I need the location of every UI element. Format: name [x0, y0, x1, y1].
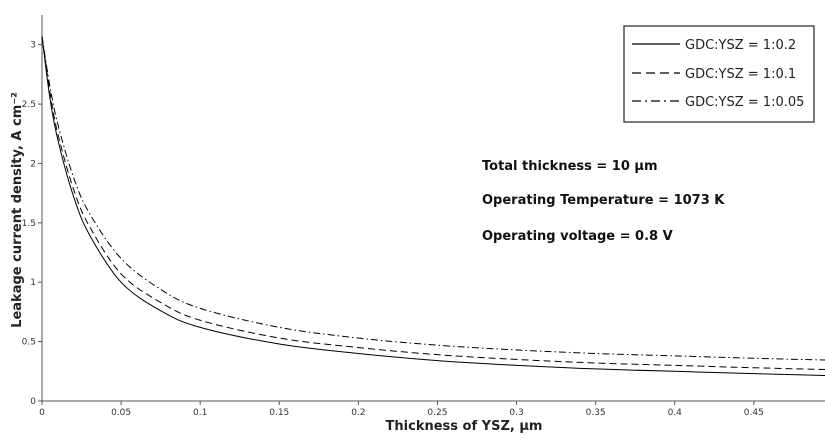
x-tick-label: 0 [39, 408, 45, 418]
x-tick-label: 0.2 [351, 408, 365, 418]
y-tick-label: 1.5 [22, 219, 36, 229]
annotation-operating-voltage: Operating voltage = 0.8 V [482, 229, 673, 244]
y-tick-label: 2 [30, 159, 36, 169]
y-tick-label: 2.5 [22, 100, 36, 110]
y-tick-label: 0 [30, 397, 36, 407]
legend-label-1: GDC:YSZ = 1:0.2 [685, 38, 796, 53]
axes [41, 15, 825, 402]
x-tick-label: 0.45 [744, 408, 764, 418]
x-tick-label: 0.35 [586, 408, 606, 418]
x-tick-label: 0.1 [193, 408, 207, 418]
annotations: Total thickness = 10 μm Operating Temper… [482, 159, 725, 244]
series-line-2 [41, 36, 825, 371]
x-tick-label: 0.05 [111, 408, 131, 418]
x-axis-label: Thickness of YSZ, μm [386, 419, 543, 434]
annotation-total-thickness: Total thickness = 10 μm [482, 159, 658, 174]
y-axis-label: Leakage current density, A cm⁻² [10, 92, 25, 328]
legend-label-2: GDC:YSZ = 1:0.1 [685, 67, 796, 82]
x-ticks: 0 0.05 0.1 0.15 0.2 0.25 0.3 0.35 0.4 0.45 [39, 401, 764, 418]
y-tick-label: 1 [30, 278, 36, 288]
x-tick-label: 0.3 [509, 408, 523, 418]
series-line-3 [41, 36, 825, 361]
y-ticks: 0 0.5 1 1.5 2 2.5 3 [22, 41, 42, 407]
legend-label-3: GDC:YSZ = 1:0.05 [685, 95, 804, 110]
annotation-operating-temperature: Operating Temperature = 1073 K [482, 193, 725, 208]
series-line-1 [41, 36, 825, 376]
series-lines [41, 36, 825, 376]
legend-box [623, 25, 815, 123]
legend: GDC:YSZ = 1:0.2 GDC:YSZ = 1:0.1 GDC:YSZ = … [623, 25, 815, 123]
x-tick-label: 0.15 [269, 408, 289, 418]
y-tick-label: 0.5 [22, 338, 36, 348]
y-tick-label: 3 [30, 41, 36, 51]
x-tick-label: 0.4 [668, 408, 683, 418]
x-tick-label: 0.25 [427, 408, 447, 418]
